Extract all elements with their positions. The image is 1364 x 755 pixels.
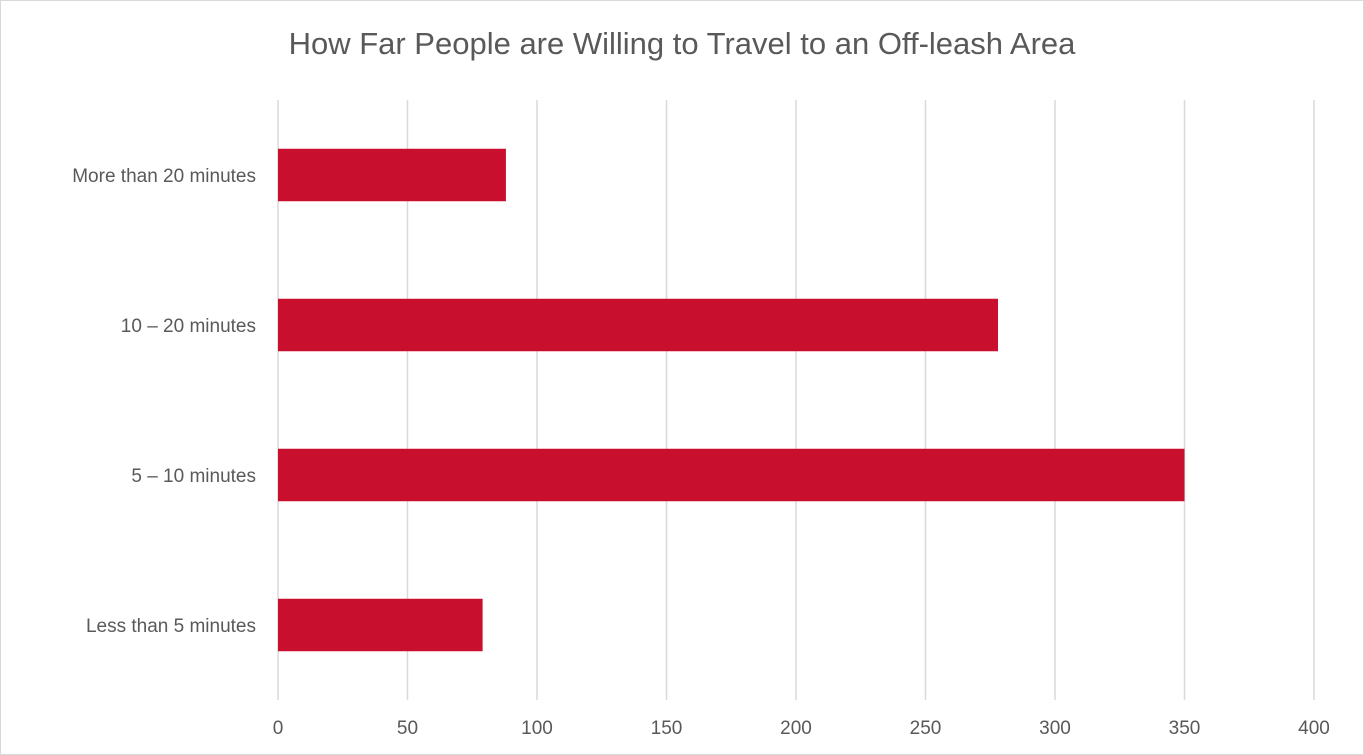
- chart-title: How Far People are Willing to Travel to …: [288, 26, 1076, 61]
- category-labels: Less than 5 minutes 5 – 10 minutes 10 – 20…: [72, 166, 256, 637]
- category-label: More than 20 minutes: [72, 166, 256, 187]
- x-tick-label: 200: [780, 718, 812, 739]
- category-label: 5 – 10 minutes: [131, 466, 256, 487]
- category-label: Less than 5 minutes: [86, 616, 256, 637]
- x-tick-label: 300: [1039, 718, 1071, 739]
- bars: [278, 148, 1185, 652]
- bar-less-than-5-minutes: [278, 598, 483, 652]
- x-tick-label: 350: [1169, 718, 1201, 739]
- category-label: 10 – 20 minutes: [121, 316, 256, 337]
- x-tick-label: 250: [910, 718, 942, 739]
- x-tick-label: 400: [1298, 718, 1330, 739]
- x-tick-label: 100: [521, 718, 553, 739]
- x-axis-tick-labels: 0 50 100 150 200 250 300 350 400: [273, 718, 1330, 739]
- x-tick-label: 0: [273, 718, 284, 739]
- bar-5-10-minutes: [278, 448, 1185, 502]
- bar-more-than-20-minutes: [278, 148, 506, 202]
- bar-10-20-minutes: [278, 298, 999, 352]
- x-tick-label: 50: [397, 718, 418, 739]
- x-tick-label: 150: [651, 718, 683, 739]
